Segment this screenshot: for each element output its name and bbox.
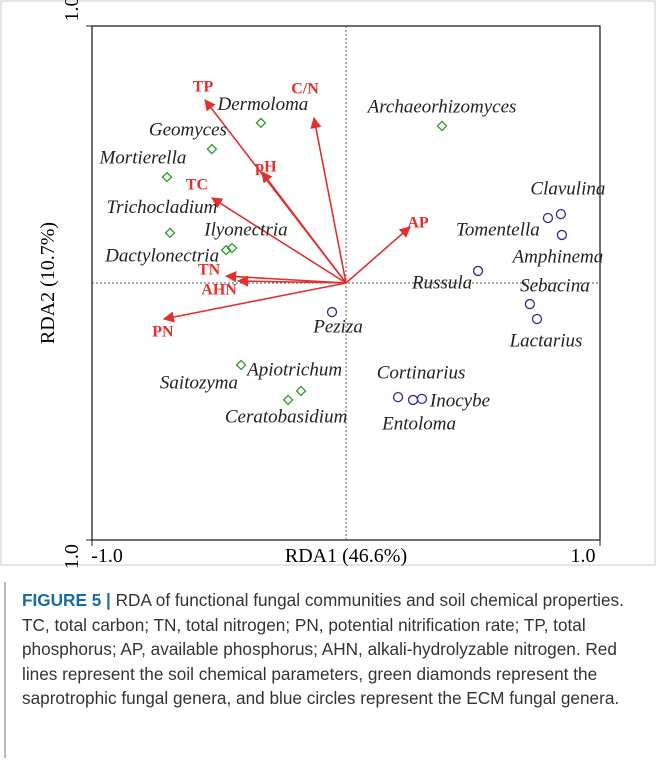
arrow-label: TP bbox=[193, 79, 214, 96]
y-axis-label: RDA2 (10.7%) bbox=[37, 222, 59, 344]
caption-text: RDA of functional fungal communities and… bbox=[22, 590, 624, 708]
point-label: Dactylonectria bbox=[104, 245, 219, 266]
point-label: Tomentella bbox=[456, 219, 540, 240]
arrow bbox=[210, 197, 347, 284]
point bbox=[524, 298, 536, 310]
x-tick-label: 1.0 bbox=[571, 545, 596, 567]
point bbox=[226, 242, 238, 254]
point-label: Geomyces bbox=[149, 119, 227, 140]
point bbox=[392, 391, 404, 403]
point bbox=[326, 306, 338, 318]
arrow-label: AP bbox=[407, 215, 429, 232]
arrow-label: AHN bbox=[201, 282, 237, 299]
arrow bbox=[261, 171, 347, 284]
caption-label: FIGURE 5 | bbox=[22, 590, 111, 610]
point-label: Clavulina bbox=[530, 178, 605, 199]
figure-frame bbox=[0, 0, 656, 566]
arrow-label: C/N bbox=[291, 81, 319, 98]
point bbox=[164, 227, 176, 239]
point-label: Russula bbox=[411, 272, 472, 293]
point bbox=[235, 359, 247, 371]
point bbox=[255, 117, 267, 129]
point bbox=[556, 229, 568, 241]
point bbox=[282, 394, 294, 406]
point bbox=[206, 143, 218, 155]
point bbox=[542, 212, 554, 224]
point-label: Inocybe bbox=[429, 390, 490, 411]
point-label: Sebacina bbox=[520, 275, 590, 296]
point-label: Peziza bbox=[312, 316, 363, 337]
point bbox=[416, 393, 428, 405]
point-label: Ceratobasidium bbox=[225, 406, 347, 427]
figure: RDA1 (46.6%) RDA2 (10.7%) -1.0 1.0 -1.0 1.0… bbox=[0, 0, 656, 570]
point bbox=[436, 120, 448, 132]
caption: FIGURE 5 | RDA of functional fungal comm… bbox=[4, 582, 636, 758]
point bbox=[555, 208, 567, 220]
point-label: Mortierella bbox=[98, 147, 186, 168]
arrow bbox=[236, 275, 347, 287]
arrow bbox=[310, 116, 347, 284]
arrow-label: PN bbox=[152, 324, 174, 341]
point-label: Apiotrichum bbox=[245, 359, 342, 380]
point-label: Trichocladium bbox=[107, 197, 218, 218]
point-label: Entoloma bbox=[381, 413, 456, 434]
point bbox=[531, 313, 543, 325]
point-label: Amphinema bbox=[511, 246, 604, 267]
y-tick-label: -1.0 bbox=[61, 544, 83, 570]
x-tick-label: -1.0 bbox=[91, 545, 123, 567]
point bbox=[407, 394, 419, 406]
point-label: Lactarius bbox=[509, 330, 583, 351]
x-axis-label: RDA1 (46.6%) bbox=[285, 545, 407, 567]
point-label: Saitozyma bbox=[160, 372, 238, 393]
arrow-label: TN bbox=[198, 262, 221, 279]
arrow bbox=[162, 282, 347, 323]
arrow-label: pH bbox=[255, 159, 277, 176]
point-label: Ilyonectria bbox=[203, 219, 287, 240]
point bbox=[161, 171, 173, 183]
point bbox=[220, 244, 232, 256]
point-label: Archaeorhizomyces bbox=[366, 96, 517, 117]
arrow-label: TC bbox=[186, 177, 208, 194]
y-tick-label: 1.0 bbox=[61, 0, 83, 22]
arrow bbox=[345, 226, 411, 284]
point-label: Cortinarius bbox=[377, 362, 466, 383]
point bbox=[472, 265, 484, 277]
point-label: Dermoloma bbox=[217, 94, 309, 115]
point bbox=[295, 385, 307, 397]
